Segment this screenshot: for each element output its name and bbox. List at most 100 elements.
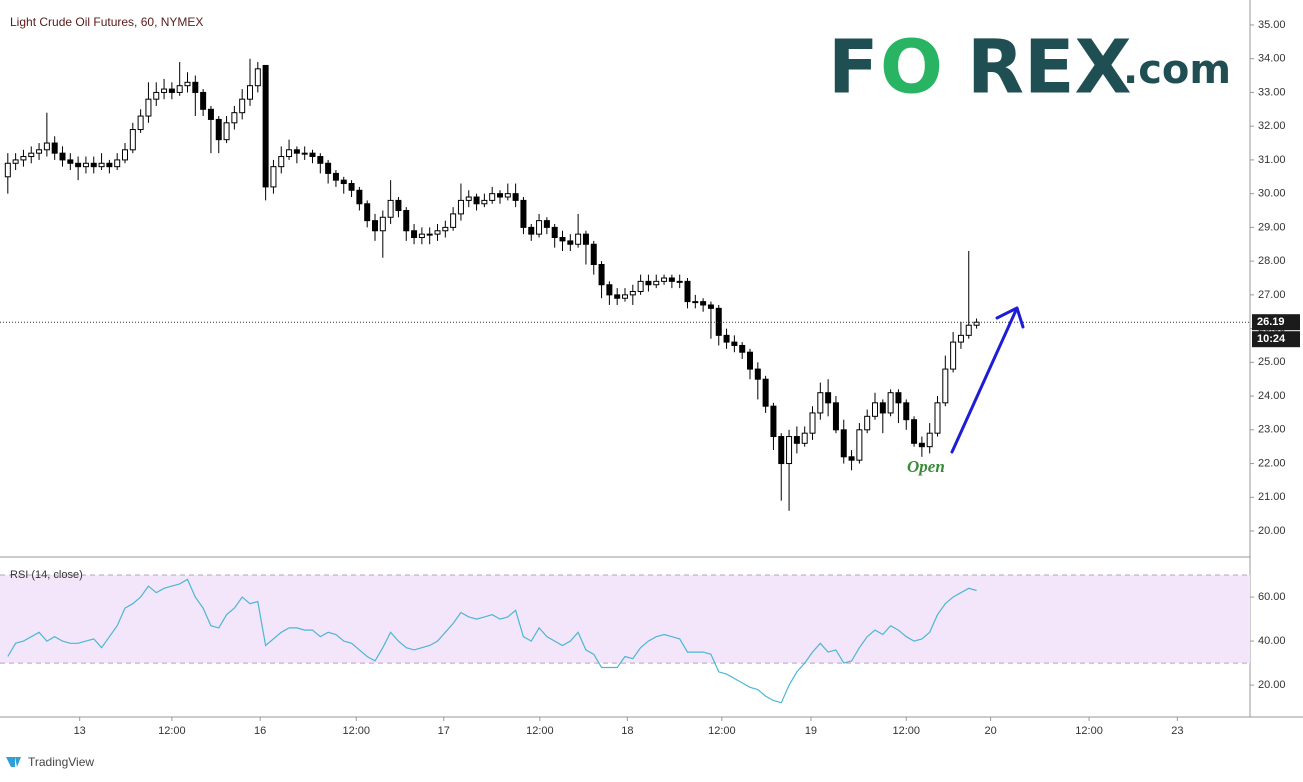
candle-body	[293, 149, 300, 154]
y-tick-label: 20.00	[1258, 679, 1286, 691]
candle-body	[43, 142, 50, 151]
candle-body	[184, 81, 191, 87]
candle-body	[957, 334, 964, 343]
candle-body	[965, 324, 972, 336]
countdown-box	[1252, 331, 1300, 348]
candle-body	[129, 129, 136, 151]
candle-body	[614, 294, 621, 299]
y-tick-label: 34.00	[1258, 53, 1286, 65]
candle-body	[645, 280, 652, 286]
logo-letter: O	[880, 25, 943, 111]
x-tick-label: 12:00	[342, 725, 370, 737]
candle-body	[387, 199, 394, 218]
candle-body	[231, 112, 238, 124]
candle-body	[739, 344, 746, 353]
logo: F O REX .com	[828, 25, 1231, 111]
candle-body	[598, 263, 605, 286]
candle-body	[543, 220, 550, 228]
candle-body	[840, 429, 847, 458]
candle-body	[270, 166, 277, 188]
candle-body	[520, 199, 527, 228]
x-tick-label: 12:00	[1075, 725, 1103, 737]
x-tick-label: 19	[805, 725, 817, 737]
y-tick-label: 21.00	[1258, 491, 1286, 503]
rsi-title: RSI (14, close)	[10, 569, 83, 581]
footer-text: TradingView	[28, 755, 94, 769]
candle-body	[793, 436, 800, 444]
countdown-label: 10:24	[1257, 333, 1286, 345]
candle-body	[692, 301, 699, 304]
candles	[7, 58, 978, 511]
candle-body	[512, 193, 519, 201]
x-tick-label: 12:00	[526, 725, 554, 737]
candle-body	[622, 294, 628, 299]
candle-body	[122, 149, 128, 161]
arrow	[950, 306, 1025, 454]
y-tick-label: 25.00	[1258, 356, 1286, 368]
candle-body	[98, 162, 105, 168]
candle-body	[67, 159, 74, 164]
candle-body	[372, 220, 378, 232]
candle-body	[825, 392, 832, 404]
candle-body	[426, 233, 433, 236]
candle-body	[590, 243, 597, 265]
candle-body	[20, 156, 27, 161]
candle-body	[504, 193, 511, 198]
candle-body	[82, 162, 89, 168]
candle-body	[653, 280, 660, 286]
candle-body	[200, 91, 207, 110]
candle-body	[809, 412, 816, 434]
candle-body	[176, 85, 183, 93]
candle-body	[36, 149, 43, 154]
candle-body	[661, 277, 668, 282]
candle-body	[145, 98, 152, 117]
candle-body	[364, 203, 371, 222]
y-tick-label: 23.00	[1258, 424, 1286, 436]
candle-body	[106, 162, 113, 168]
candle-body	[332, 172, 339, 181]
candle-body	[301, 152, 308, 155]
candle-body	[754, 368, 761, 380]
candle-body	[762, 378, 769, 407]
candle-body	[536, 220, 543, 235]
candle-body	[434, 230, 441, 235]
candle-body	[887, 392, 894, 414]
y-tick-label: 31.00	[1258, 154, 1286, 166]
candle-body	[723, 334, 730, 343]
candle-body	[786, 436, 793, 465]
candle-body	[950, 341, 957, 370]
last-price-box	[1252, 314, 1300, 331]
candle-body	[12, 159, 19, 164]
candle-body	[918, 442, 925, 448]
candle-body	[59, 152, 66, 161]
candle-body	[161, 88, 168, 93]
candle-body	[51, 142, 58, 154]
candle-body	[153, 91, 160, 100]
candle-body	[973, 321, 980, 326]
candle-body	[934, 402, 941, 434]
x-tick-label: 12:00	[892, 725, 920, 737]
x-tick-label: 16	[254, 725, 266, 737]
candle-body	[340, 179, 347, 185]
candle-body	[465, 196, 472, 201]
y-tick-label: 35.00	[1258, 19, 1286, 31]
annotation: Open	[907, 457, 945, 476]
logo-suffix: .com	[1123, 47, 1231, 93]
candle-body	[684, 280, 691, 303]
logo-letter: REX	[967, 25, 1132, 111]
x-tick-label: 20	[985, 725, 997, 737]
y-tick-label: 20.00	[1258, 525, 1286, 537]
candle-body	[207, 108, 214, 120]
candle-body	[567, 240, 574, 245]
candle-body	[559, 237, 566, 242]
candle-body	[606, 284, 613, 296]
candle-body	[28, 152, 35, 158]
candle-body	[911, 419, 918, 444]
y-tick-label: 29.00	[1258, 221, 1286, 233]
candle-body	[895, 392, 902, 404]
x-tick-label: 12:00	[158, 725, 186, 737]
candle-body	[457, 199, 464, 215]
y-tick-label: 22.00	[1258, 457, 1286, 469]
